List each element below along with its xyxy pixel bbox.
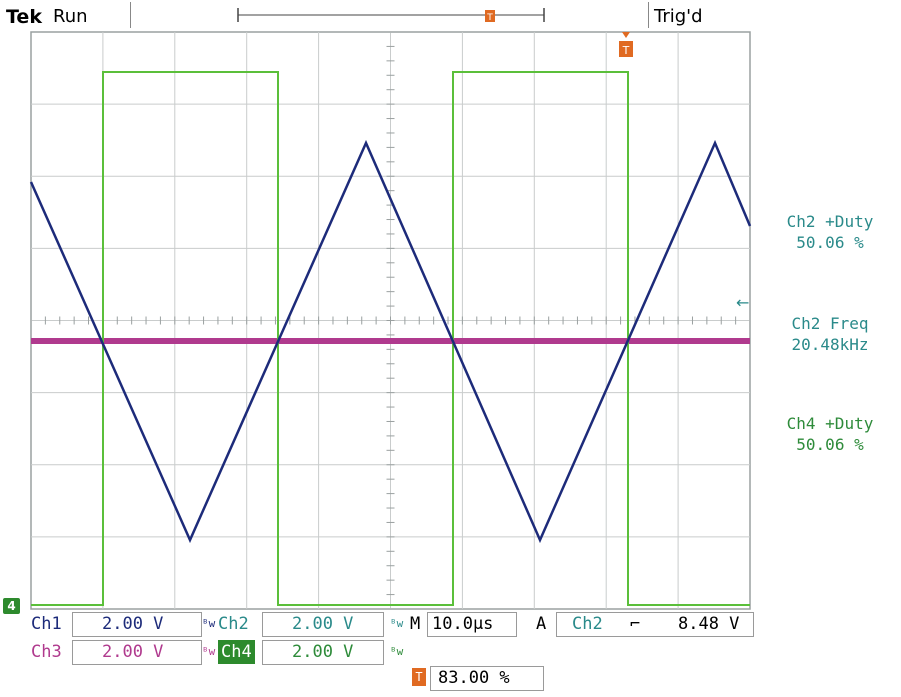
trigger-level: 8.48 V (678, 614, 740, 634)
ch4-ground-marker: 4 (3, 598, 20, 614)
trigger-position-icon: T (412, 668, 426, 686)
record-view-bar[interactable]: T (236, 6, 546, 24)
brand-logo: Tek (6, 6, 42, 28)
top-status-bar: Tek Run Trig'd T (0, 0, 901, 32)
trigger-position-box[interactable] (430, 666, 544, 691)
timebase-box[interactable] (427, 612, 517, 637)
trigger-source: Ch2 (572, 614, 603, 634)
measurement-label: Ch2 +Duty (786, 212, 874, 231)
falling-edge-icon: ⌐ (630, 614, 641, 634)
trigger-status: Trig'd (654, 6, 703, 27)
timebase-prefix: M (410, 614, 421, 634)
measurement-ch2-duty: Ch2 +Duty 50.06 % (760, 211, 900, 253)
ch2-scale: 2.00 V (292, 614, 354, 634)
bw-limit-icon: ᴮw (390, 645, 404, 658)
ch3-label[interactable]: Ch3 (31, 642, 62, 662)
trigger-level-icon: ← (736, 293, 749, 312)
bw-limit-icon: ᴮw (202, 617, 216, 630)
ch4-scale-box[interactable] (262, 640, 384, 665)
svg-text:←: ← (736, 293, 749, 312)
measurement-value: 50.06 % (796, 233, 864, 252)
ch2-scale-box[interactable] (262, 612, 384, 637)
ch4-scale: 2.00 V (292, 642, 354, 662)
ch1-scale-box[interactable] (72, 612, 202, 637)
bw-limit-icon: ᴮw (390, 617, 404, 630)
run-status: Run (53, 6, 88, 27)
measurement-value: 50.06 % (796, 435, 864, 454)
trigger-box[interactable] (556, 612, 754, 637)
ch1-trace (29, 139, 752, 544)
svg-text:T: T (622, 44, 630, 57)
ch3-scale: 2.00 V (102, 642, 164, 662)
trigger-position: 83.00 % (438, 668, 510, 688)
svg-text:T: T (486, 13, 493, 23)
ch3-scale-box[interactable] (72, 640, 202, 665)
measurement-value: 20.48kHz (791, 335, 869, 354)
measurement-ch2-freq: Ch2 Freq 20.48kHz (760, 313, 900, 355)
measurement-ch4-duty: Ch4 +Duty 50.06 % (760, 413, 900, 455)
ch2-label[interactable]: Ch2 (218, 614, 249, 634)
status-divider (130, 2, 131, 28)
bw-limit-icon: ᴮw (202, 645, 216, 658)
status-divider (648, 2, 649, 28)
footer-readout: Ch1 2.00 V ᴮw Ch2 2.00 V ᴮw M 10.0µs A C… (0, 612, 901, 697)
measurement-label: Ch4 +Duty (786, 414, 874, 433)
ch4-label[interactable]: Ch4 (218, 640, 255, 664)
graticule-ticks (30, 31, 751, 610)
trigger-position-icon: T (485, 10, 495, 23)
ch1-scale: 2.00 V (102, 614, 164, 634)
trigger-marker-icon: T (619, 32, 633, 57)
ch1-label[interactable]: Ch1 (31, 614, 62, 634)
trigger-mode: A (536, 614, 547, 634)
timebase-value: 10.0µs (432, 614, 494, 634)
measurement-label: Ch2 Freq (791, 314, 869, 333)
